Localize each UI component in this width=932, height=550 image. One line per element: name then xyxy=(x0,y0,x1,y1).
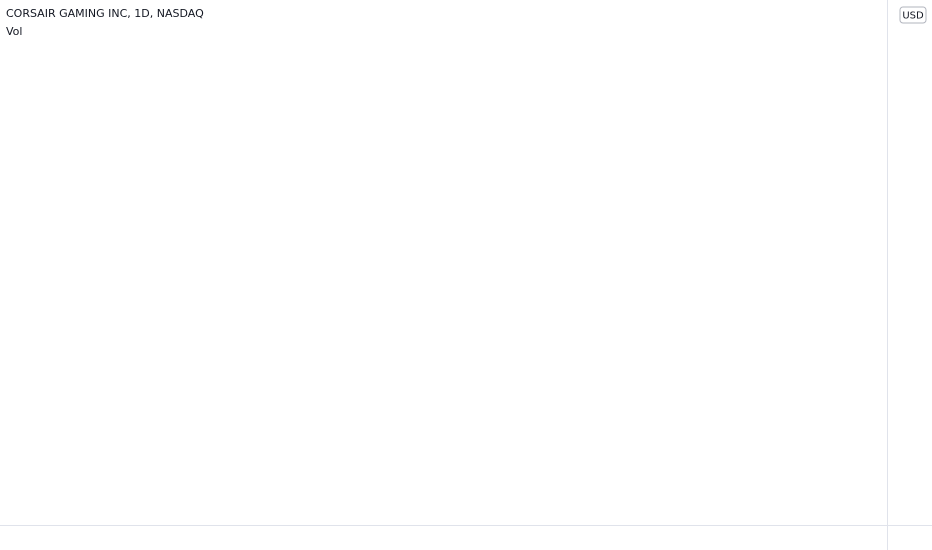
volume-label: Vol xyxy=(6,25,22,38)
chart-title: CORSAIR GAMING INC, 1D, NASDAQ xyxy=(6,7,204,20)
currency: USD xyxy=(902,11,924,22)
currency-box[interactable] xyxy=(899,6,927,24)
